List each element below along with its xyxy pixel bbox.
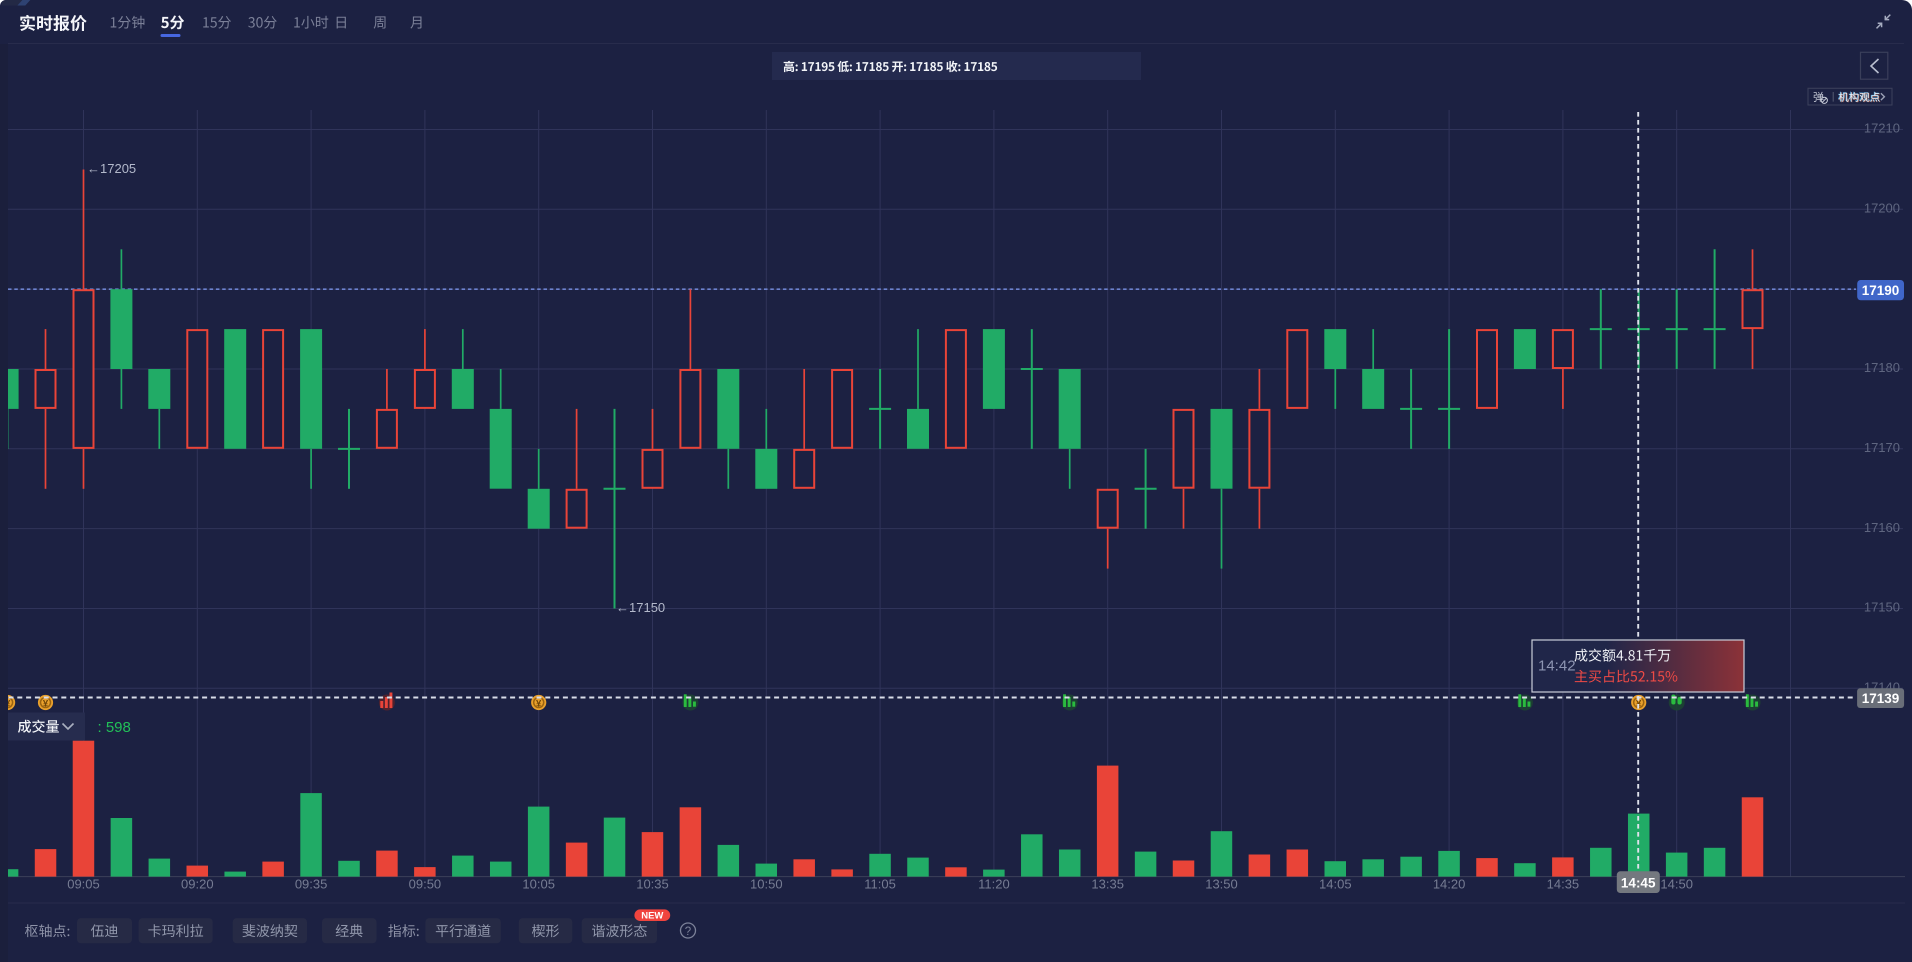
- svg-text:NEW: NEW: [641, 911, 663, 922]
- svg-text:←17150: ←17150: [616, 600, 665, 615]
- svg-text:10:35: 10:35: [636, 877, 669, 892]
- svg-text:17200: 17200: [1864, 201, 1900, 216]
- svg-text:17150: 17150: [1864, 600, 1900, 615]
- svg-text:¥: ¥: [43, 698, 49, 709]
- svg-text:¥: ¥: [536, 698, 542, 709]
- svg-text:14:35: 14:35: [1547, 877, 1580, 892]
- svg-text:17170: 17170: [1864, 440, 1900, 455]
- svg-text:10:05: 10:05: [522, 877, 555, 892]
- svg-text:14:05: 14:05: [1319, 877, 1352, 892]
- svg-text:09:05: 09:05: [67, 877, 100, 892]
- svg-text:17190: 17190: [1862, 283, 1900, 298]
- svg-text:13:50: 13:50: [1205, 877, 1238, 892]
- svg-text:?: ?: [685, 926, 691, 938]
- svg-text:: 598: : 598: [98, 719, 131, 736]
- svg-text:←17205: ←17205: [87, 161, 136, 176]
- svg-text:11:20: 11:20: [978, 877, 1010, 892]
- svg-text:09:50: 09:50: [409, 877, 442, 892]
- svg-text:17139: 17139: [1862, 691, 1900, 706]
- svg-text:09:20: 09:20: [181, 877, 214, 892]
- svg-text:14:42: 14:42: [1538, 658, 1576, 675]
- svg-text:17210: 17210: [1864, 121, 1900, 136]
- svg-text:09:35: 09:35: [295, 877, 328, 892]
- svg-text:14:20: 14:20: [1433, 877, 1466, 892]
- svg-text:17180: 17180: [1864, 360, 1900, 375]
- svg-text:14:50: 14:50: [1660, 877, 1693, 892]
- svg-text:¥: ¥: [1636, 698, 1642, 709]
- svg-text:13:35: 13:35: [1091, 877, 1124, 892]
- svg-text:17160: 17160: [1864, 520, 1900, 535]
- svg-text:14:45: 14:45: [1621, 875, 1656, 890]
- svg-text:10:50: 10:50: [750, 877, 783, 892]
- svg-text:11:05: 11:05: [864, 877, 896, 892]
